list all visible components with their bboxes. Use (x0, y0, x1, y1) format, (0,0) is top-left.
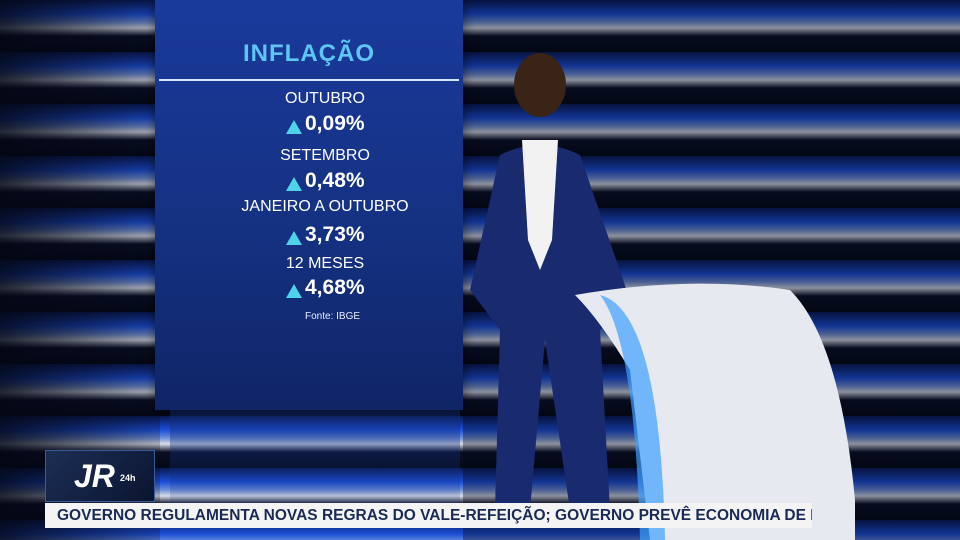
up-arrow (286, 231, 302, 245)
item-value: 3,73% (283, 223, 365, 247)
divider (159, 79, 459, 81)
value-text: 0,09% (305, 112, 365, 135)
presenter-head (514, 53, 566, 117)
podium-light (600, 295, 665, 540)
news-ticker: GOVERNO REGULAMENTA NOVAS REGRAS DO VALE… (45, 503, 812, 528)
value-text: 0,48% (305, 169, 365, 192)
item-label: SETEMBRO (280, 147, 370, 164)
value-text: 4,68% (305, 276, 365, 299)
item-value: 4,68% (283, 276, 365, 300)
item-label: 12 MESES (285, 255, 365, 272)
up-arrow (286, 120, 302, 134)
item-label: OUTUBRO (285, 90, 365, 107)
up-arrow (286, 284, 302, 298)
inflation-panel: INFLAÇÃO OUTUBRO 0,09% SETEMBRO 0,48% JANEIR… (155, 0, 463, 410)
presenter-shirt (522, 140, 558, 270)
logo-suffix: 24h (120, 473, 136, 483)
up-arrow (286, 177, 302, 191)
item-value: 0,09% (283, 112, 365, 136)
channel-logo: JR 24h (45, 450, 155, 502)
studio-scene (470, 53, 855, 540)
item-label: JANEIRO A OUTUBRO (241, 198, 409, 215)
logo-text: JR (74, 458, 115, 494)
item-value: 0,48% (283, 169, 365, 193)
source: Fonte: IBGE (305, 311, 361, 322)
panel-title: INFLAÇÃO (243, 40, 375, 67)
presenter-suit (470, 145, 630, 510)
value-text: 3,73% (305, 223, 365, 246)
ticker-text: GOVERNO REGULAMENTA NOVAS REGRAS DO VALE… (57, 507, 812, 524)
